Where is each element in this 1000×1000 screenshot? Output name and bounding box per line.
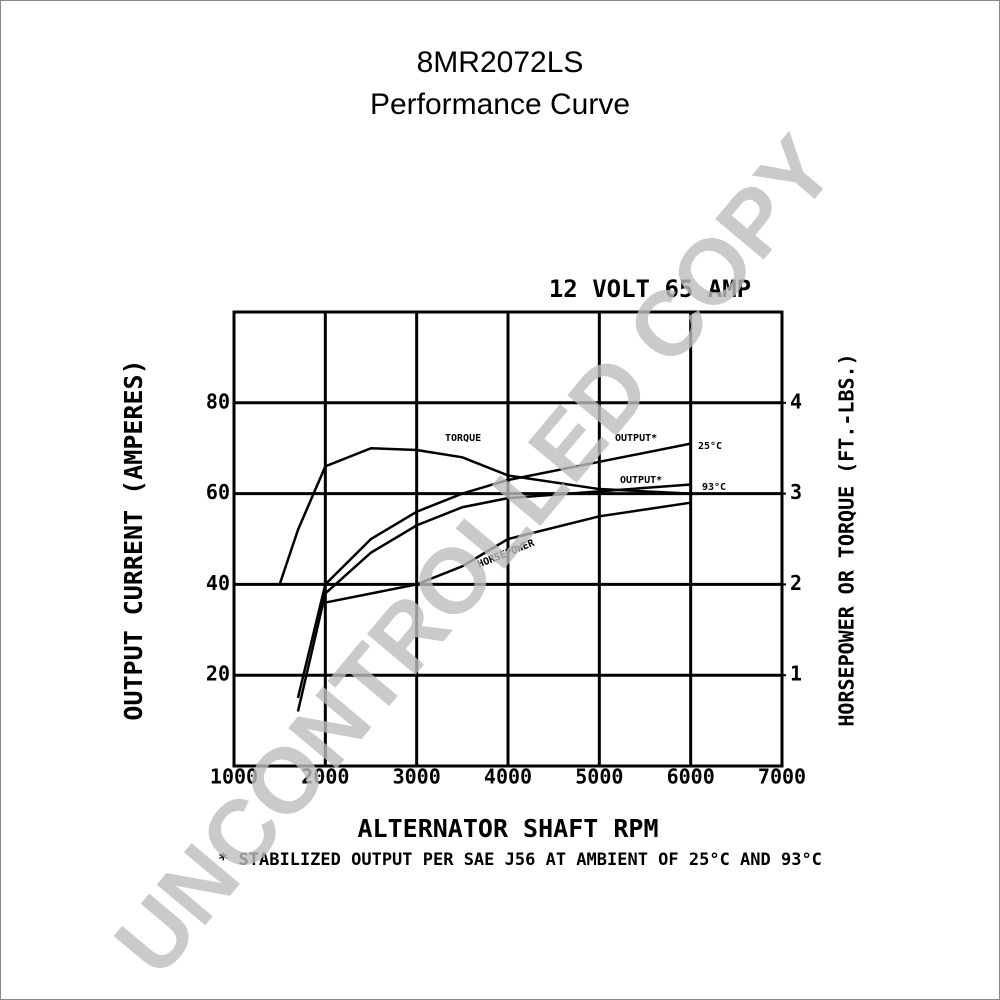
heading: 12 VOLT 65 AMP <box>549 275 751 303</box>
curve-label: 93°C <box>702 482 726 493</box>
y-tick-label: 60 <box>206 480 230 504</box>
curve-label: TORQUE <box>445 433 481 444</box>
y-axis-label: OUTPUT CURRENT (AMPERES) <box>119 359 148 720</box>
curve-label: OUTPUT* <box>615 433 657 444</box>
x-axis-label: ALTERNATOR SHAFT RPM <box>357 814 658 843</box>
y-tick-label: 40 <box>206 571 230 595</box>
x-tick-label: 2000 <box>301 765 349 789</box>
x-tick-label: 1000 <box>210 765 258 789</box>
x-tick-label: 5000 <box>575 765 623 789</box>
x-tick-label: 4000 <box>484 765 532 789</box>
y2-tick-label: 1 <box>790 662 802 686</box>
y-tick-label: 80 <box>206 389 230 413</box>
footnote: * STABILIZED OUTPUT PER SAE J56 AT AMBIE… <box>218 850 822 870</box>
plot-border <box>232 310 784 768</box>
y-tick-label: 20 <box>206 662 230 686</box>
y2-tick-label: 4 <box>790 389 802 413</box>
curve-label: 25°C <box>698 441 722 452</box>
x-tick-label: 7000 <box>758 765 806 789</box>
chart-title: 8MR2072LS <box>417 46 584 79</box>
y2-axis-label: HORSEPOWER OR TORQUE (FT.-LBS.) <box>835 353 859 726</box>
x-tick-label: 3000 <box>393 765 441 789</box>
y2-tick-label: 2 <box>790 571 802 595</box>
y2-tick-label: 3 <box>790 480 802 504</box>
x-tick-label: 6000 <box>667 765 715 789</box>
series-line <box>325 501 691 604</box>
chart-subtitle: Performance Curve <box>370 88 630 121</box>
series-line <box>278 446 691 585</box>
series-line <box>296 442 691 699</box>
series-line <box>296 483 691 712</box>
curve-label: OUTPUT* <box>620 475 662 486</box>
